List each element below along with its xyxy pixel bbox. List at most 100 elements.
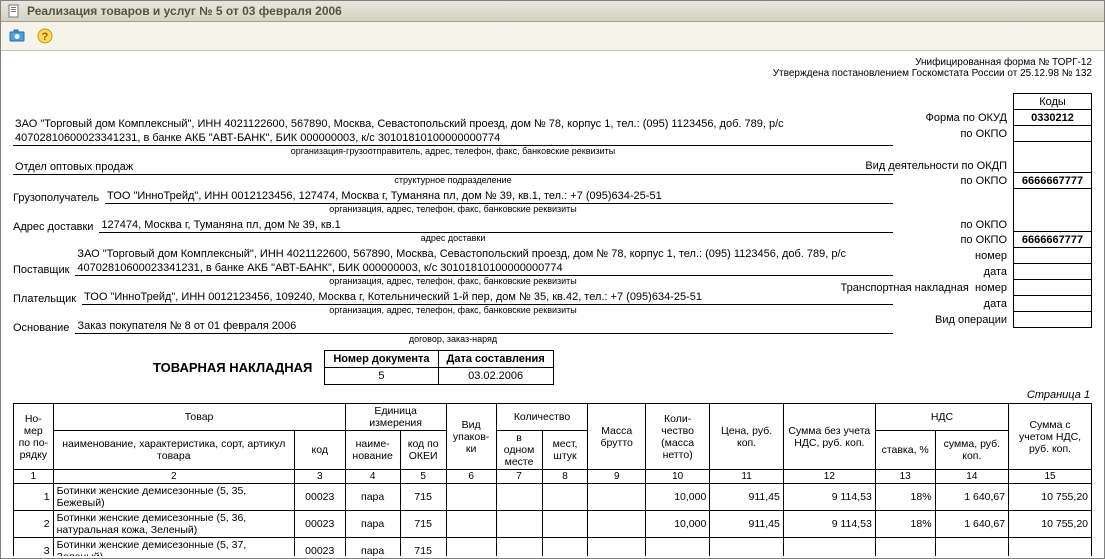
colnum: 10 <box>645 470 709 484</box>
th-nds-sum: сумма, руб. коп. <box>935 431 1009 470</box>
svg-text:?: ? <box>42 31 49 43</box>
th-sum-nds: Сумма с учетом НДС, руб. коп. <box>1009 404 1092 470</box>
sender-caption: организация-грузоотправитель, адрес, тел… <box>13 146 893 156</box>
supplier-label: Поставщик <box>13 264 75 276</box>
delivery-caption: адрес доставки <box>13 233 893 243</box>
okpo1-value <box>1014 126 1092 142</box>
payer-label: Плательщик <box>13 293 82 305</box>
struct-caption: структурное подразделение <box>13 175 893 185</box>
th-qty: Количество <box>496 404 588 431</box>
supplier-caption: организация, адрес, телефон, факс, банко… <box>13 276 893 286</box>
consignee-caption: организация, адрес, телефон, факс, банко… <box>13 204 893 214</box>
table-row: 2Ботинки женские демисезонные (5, 36, на… <box>14 511 1092 538</box>
th-pack: Вид упаков- ки <box>446 404 496 470</box>
th-price: Цена, руб. коп. <box>710 404 784 470</box>
okud-label: Форма по ОКУД <box>837 110 1014 126</box>
payer: ТОО "ИнноТрейд", ИНН 0012123456, 109240,… <box>82 290 893 305</box>
basis-caption: договор, заказ-наряд <box>13 334 893 344</box>
th-nds-rate: ставка, % <box>875 431 935 470</box>
nomer2-label: номер <box>975 282 1007 294</box>
titlebar: Реализация товаров и услуг № 5 от 03 фев… <box>1 1 1104 22</box>
doc-number: 5 <box>325 368 438 385</box>
delivery-label: Адрес доставки <box>13 221 99 233</box>
delivery: 127474, Москва г, Туманяна пл, дом № 39,… <box>99 218 893 233</box>
table-row: 3Ботинки женские демисезонные (5, 37, Зе… <box>14 538 1092 557</box>
form-meta-line1: Унифицированная форма № ТОРГ-12 <box>13 57 1092 68</box>
basis-label: Основание <box>13 322 75 334</box>
th-tovar-name: наименование, характеристика, сорт, арти… <box>53 431 294 470</box>
colnum: 3 <box>294 470 345 484</box>
org-block: ЗАО "Торговый дом Комплексный", ИНН 4021… <box>13 117 893 385</box>
payer-caption: организация, адрес, телефон, факс, банко… <box>13 305 893 315</box>
data2-label: дата <box>837 296 1014 312</box>
colnum: 5 <box>400 470 446 484</box>
supplier: ЗАО "Торговый дом Комплексный", ИНН 4021… <box>75 247 893 276</box>
th-unit: Единица измерения <box>345 404 446 431</box>
doc-title: ТОВАРНАЯ НАКЛАДНАЯ <box>13 360 324 375</box>
th-sum-no-nds: Сумма без учета НДС, руб. коп. <box>783 404 875 470</box>
okpo1-label: по ОКПО <box>837 126 1014 142</box>
docnum-table: Номер документа Дата составления 5 03.02… <box>324 350 553 385</box>
colnum: 8 <box>542 470 588 484</box>
data1-label: дата <box>837 264 1014 280</box>
colnum: 14 <box>935 470 1009 484</box>
goods-table: Но- мер по по- рядку Товар Единица измер… <box>13 403 1092 556</box>
okud-value: 0330212 <box>1014 110 1092 126</box>
colnum: 1 <box>14 470 54 484</box>
tn-label: Транспортная накладная <box>841 282 969 294</box>
codes-header: Коды <box>1014 94 1092 110</box>
okpo4-value: 6666667777 <box>1014 232 1092 248</box>
struct-unit: Отдел оптовых продаж <box>13 160 893 175</box>
form-meta: Унифицированная форма № ТОРГ-12 Утвержде… <box>13 57 1092 79</box>
help-icon[interactable]: ? <box>35 26 55 46</box>
colnum: 13 <box>875 470 935 484</box>
th-tovar-code: код <box>294 431 345 470</box>
nomer1-label: номер <box>837 248 1014 264</box>
vidoper-value <box>1014 312 1092 328</box>
codes-block: Коды Форма по ОКУД0330212 по ОКПО Вид де… <box>837 93 1092 328</box>
form-meta-line2: Утверждена постановлением Госкомстата Ро… <box>13 68 1092 79</box>
th-net: Коли- чество (масса нетто) <box>645 404 709 470</box>
document-icon <box>7 4 21 18</box>
colnum: 12 <box>783 470 875 484</box>
toolbar: ? <box>1 22 1104 51</box>
th-nds: НДС <box>875 404 1008 431</box>
th-unit-code: код по ОКЕИ <box>400 431 446 470</box>
basis: Заказ покупателя № 8 от 01 февраля 2006 <box>75 319 893 334</box>
docnum-h1: Номер документа <box>325 351 438 368</box>
page-label: Страница 1 <box>13 389 1092 401</box>
th-tovar: Товар <box>53 404 345 431</box>
app-window: Реализация товаров и услуг № 5 от 03 фев… <box>0 0 1105 559</box>
camera-icon[interactable] <box>7 26 27 46</box>
nomer1-value <box>1014 248 1092 264</box>
consignee: ТОО "ИнноТрейд", ИНН 0012123456, 127474,… <box>105 189 893 204</box>
th-unit-name: наиме- нование <box>345 431 400 470</box>
doc-date: 03.02.2006 <box>438 368 553 385</box>
colnum: 11 <box>710 470 784 484</box>
colnum: 6 <box>446 470 496 484</box>
okpo3-value <box>1014 189 1092 232</box>
okdp-label: Вид деятельности по ОКДП <box>837 142 1014 173</box>
data1-value <box>1014 264 1092 280</box>
table-row: 1Ботинки женские демисезонные (5, 35, Бе… <box>14 484 1092 511</box>
colnum: 2 <box>53 470 294 484</box>
okpo2-label: по ОКПО <box>837 173 1014 189</box>
colnum: 7 <box>496 470 542 484</box>
colnum: 15 <box>1009 470 1092 484</box>
consignee-label: Грузополучатель <box>13 192 105 204</box>
th-qty-places: мест, штук <box>542 431 588 470</box>
document-area: Унифицированная форма № ТОРГ-12 Утвержде… <box>1 51 1104 556</box>
okdp-value <box>1014 142 1092 173</box>
th-gross: Масса брутто <box>588 404 645 470</box>
data2-value <box>1014 296 1092 312</box>
vidoper-label: Вид операции <box>837 312 1014 328</box>
window-title: Реализация товаров и услуг № 5 от 03 фев… <box>27 4 342 18</box>
colnum: 9 <box>588 470 645 484</box>
docnum-h2: Дата составления <box>438 351 553 368</box>
nomer2-value <box>1014 280 1092 296</box>
colnum: 4 <box>345 470 400 484</box>
okpo4-label: по ОКПО <box>837 232 1014 248</box>
th-qty-in: в одном месте <box>496 431 542 470</box>
sender: ЗАО "Торговый дом Комплексный", ИНН 4021… <box>13 117 893 146</box>
okpo3-label: по ОКПО <box>837 189 1014 232</box>
